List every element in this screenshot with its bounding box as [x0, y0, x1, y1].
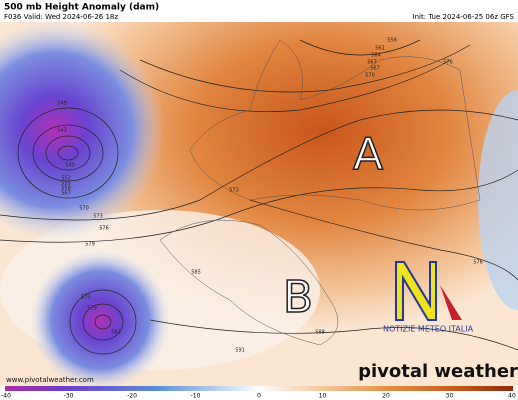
colorbar-tick-label: 30	[446, 393, 454, 400]
colorbar-tick-label: -30	[64, 393, 74, 400]
logo-text: NOTIZIE METEO ITALIA	[383, 325, 474, 334]
contour-label: 585	[191, 270, 201, 276]
low-anomaly	[478, 90, 518, 310]
contour-label: 552	[61, 176, 71, 182]
colorbar-tick-label: -20	[127, 393, 137, 400]
contour-label: 555	[61, 181, 71, 187]
colorbar-tick-label: 20	[382, 393, 390, 400]
colorbar-tick-label: -40	[1, 393, 11, 400]
low-anomaly	[0, 20, 165, 240]
low-label: B	[283, 272, 313, 323]
contour-label: 567	[370, 66, 380, 72]
contour-label: 558	[387, 38, 397, 44]
contour-label: 540	[65, 163, 75, 169]
brand: pivotal weather	[358, 361, 518, 382]
contour-label: 570	[79, 206, 89, 212]
contour-label: 573	[81, 295, 91, 301]
high-label: A	[353, 129, 383, 180]
contour-label: 576	[443, 60, 453, 66]
colorbar-tick-label: 40	[508, 393, 516, 400]
contour-label: 573	[229, 188, 239, 194]
contour-label: 591	[235, 348, 245, 354]
contour-label: 579	[87, 306, 97, 312]
title: 500 mb Height Anomaly (dam)	[4, 3, 159, 13]
contour-label: 549	[57, 101, 67, 107]
colorbar	[5, 386, 513, 391]
contour-label: 576	[99, 226, 109, 232]
url: www.pivotalweather.com	[6, 376, 94, 384]
logo	[395, 261, 462, 321]
contour-label: 573	[93, 214, 103, 220]
coastlines	[159, 39, 481, 346]
contour-label: 588	[315, 330, 325, 336]
contour-label: 582	[111, 330, 121, 336]
contours	[0, 39, 518, 355]
contour-label: 567	[367, 60, 377, 66]
colorbar-tick-label: -10	[191, 393, 201, 400]
contour-label: 564	[371, 53, 381, 59]
contour-label: 558	[61, 186, 71, 192]
low-anomaly	[30, 250, 170, 390]
contour-label: 543	[57, 128, 67, 134]
contour-label: 561	[375, 46, 385, 52]
contour-label: 567	[61, 191, 71, 197]
init-time: Init: Tue 2024-06-25 06z GFS	[413, 13, 515, 21]
colorbar-tick-label: 10	[319, 393, 327, 400]
contour-label: 579	[85, 242, 95, 248]
valid-time: F036 Valid: Wed 2024-06-26 18z	[4, 13, 118, 21]
contour-label: 570	[365, 73, 375, 79]
colorbar-tick-label: 0	[257, 393, 261, 400]
contour-label: 576	[473, 260, 483, 266]
